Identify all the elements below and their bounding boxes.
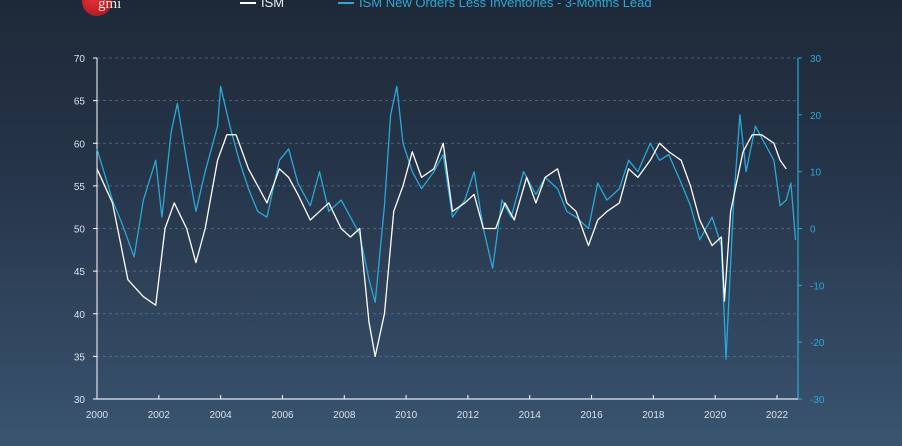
- y-right-tick-label: 10: [810, 168, 822, 179]
- x-tick-label: 2002: [148, 410, 171, 421]
- x-tick-label: 2022: [766, 410, 789, 421]
- y-left-tick-label: 35: [74, 352, 86, 363]
- legend-label: ISM: [261, 0, 285, 10]
- x-tick-label: 2020: [704, 410, 727, 421]
- x-tick-label: 2004: [210, 410, 233, 421]
- legend-swatch: [338, 1, 354, 4]
- y-left-tick-label: 50: [74, 225, 86, 236]
- y-right-tick-label: 20: [810, 111, 822, 122]
- y-right-tick-label: -20: [810, 338, 825, 349]
- x-tick-label: 2018: [642, 410, 665, 421]
- legend-label: ISM New Orders Less Inventories - 3-Mont…: [359, 0, 652, 10]
- x-tick-label: 2012: [457, 410, 480, 421]
- x-tick-label: 2010: [395, 410, 418, 421]
- x-tick-label: 2008: [333, 410, 356, 421]
- y-left-tick-label: 65: [74, 97, 86, 108]
- y-right-tick-label: 30: [810, 54, 822, 65]
- gmi-logo: [82, 0, 112, 16]
- logo-text: gmi: [98, 0, 122, 12]
- x-tick-label: 2016: [580, 410, 603, 421]
- y-left-tick-label: 70: [74, 54, 86, 65]
- y-left-tick-label: 45: [74, 267, 86, 278]
- legend-swatch: [240, 1, 256, 4]
- y-left-tick-label: 55: [74, 182, 86, 193]
- y-right-tick-label: -30: [810, 395, 825, 406]
- x-tick-label: 2006: [271, 410, 294, 421]
- x-tick-label: 2014: [519, 410, 542, 421]
- y-left-tick-label: 60: [74, 139, 86, 150]
- legend-item-ism: ISM: [240, 0, 284, 10]
- legend-item-lead: ISM New Orders Less Inventories - 3-Mont…: [338, 0, 652, 10]
- x-tick-label: 2000: [86, 410, 109, 421]
- series-line-ism: [96, 134, 787, 358]
- y-left-tick-label: 30: [74, 395, 86, 406]
- y-left-tick-label: 40: [74, 310, 86, 321]
- series-line-lead: [96, 85, 797, 360]
- y-right-tick-label: -10: [810, 281, 825, 292]
- y-right-tick-label: 0: [810, 225, 816, 236]
